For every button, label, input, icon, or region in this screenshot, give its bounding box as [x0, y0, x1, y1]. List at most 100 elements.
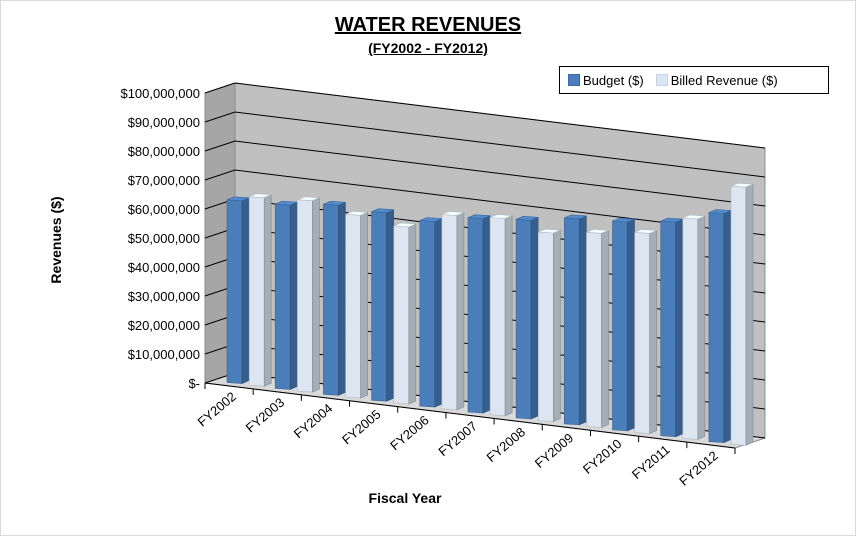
- legend-item-billed: Billed Revenue ($): [655, 72, 778, 88]
- legend-label-billed: Billed Revenue ($): [670, 72, 778, 88]
- bar-FY2009-budget: [563, 214, 587, 426]
- bar-front: [634, 232, 651, 434]
- bar-FY2007-budget: [467, 214, 491, 414]
- bar-front: [393, 225, 410, 405]
- bar-front: [586, 231, 602, 428]
- bar-top: [682, 214, 705, 220]
- bar-front: [371, 211, 387, 402]
- bar-front: [419, 220, 436, 408]
- bar-side: [434, 218, 443, 408]
- bar-FY2011-billed: [682, 214, 706, 440]
- x-tick-label: FY2010: [580, 436, 625, 477]
- chart-title: WATER REVENUES: [334, 14, 522, 36]
- bar-front: [467, 217, 484, 414]
- bars: [226, 182, 754, 446]
- bar-FY2008-billed: [537, 228, 561, 423]
- bar-front: [323, 203, 339, 396]
- y-tick-label: $70,000,000: [128, 173, 200, 188]
- gridline: [204, 169, 766, 236]
- bar-FY2008-budget: [515, 215, 539, 420]
- bar-side: [263, 194, 272, 387]
- y-tick-label: $50,000,000: [128, 231, 200, 246]
- bar-front: [612, 220, 628, 432]
- bar-side: [723, 210, 732, 444]
- bar-FY2007-billed: [489, 214, 513, 417]
- y-tick-label: $80,000,000: [128, 144, 200, 159]
- bar-front: [226, 199, 243, 384]
- x-tick-label: FY2003: [243, 395, 288, 436]
- bar-front: [563, 217, 580, 426]
- y-axis-labels: $- $10,000,000 $20,000,000 $30,000,000 $40,0…: [120, 86, 200, 391]
- x-axis-line: [204, 382, 736, 449]
- bar-FY2003-budget: [274, 200, 298, 390]
- bar-side: [289, 201, 298, 390]
- bar-front: [708, 212, 725, 443]
- legend-swatch-budget: [568, 74, 580, 86]
- bar-top: [249, 193, 272, 199]
- bar-FY2006-billed: [441, 211, 465, 411]
- gridline: [204, 111, 766, 178]
- bar-top: [371, 208, 394, 214]
- bar-side: [504, 215, 513, 417]
- bar-top: [586, 228, 609, 234]
- y-tick-label: $40,000,000: [128, 260, 200, 275]
- bar-FY2009-billed: [586, 228, 609, 429]
- y-tick-label: $10,000,000: [128, 347, 200, 362]
- y-tick-label: $90,000,000: [128, 115, 200, 130]
- bar-front: [537, 231, 554, 422]
- x-axis-title: Fiscal Year: [369, 490, 442, 506]
- bar-top: [515, 215, 539, 221]
- bar-front: [730, 185, 747, 446]
- bar-FY2002-budget: [226, 196, 250, 384]
- bar-FY2010-billed: [634, 229, 658, 434]
- bar-top: [612, 217, 635, 223]
- x-tick-label: FY2011: [629, 442, 673, 482]
- bar-top: [538, 228, 561, 234]
- bar-side: [697, 215, 706, 440]
- bar-side: [745, 183, 754, 446]
- bar-side: [408, 223, 417, 405]
- bar-side: [627, 218, 635, 432]
- bar-side: [578, 215, 587, 426]
- bar-FY2010-budget: [612, 217, 635, 432]
- bar-side: [338, 201, 346, 396]
- legend: Budget ($) Billed Revenue ($): [559, 66, 829, 94]
- x-tick-label: FY2007: [435, 418, 480, 459]
- bar-FY2004-billed: [345, 210, 368, 399]
- gridline: [204, 140, 766, 207]
- bar-FY2012-billed: [730, 182, 754, 446]
- y-tick-label: $60,000,000: [128, 202, 200, 217]
- x-tick-label: FY2004: [291, 401, 336, 442]
- bar-side: [241, 197, 250, 384]
- bar-front: [274, 203, 291, 390]
- legend-swatch-billed: [655, 74, 668, 86]
- legend-item-budget: Budget ($): [568, 73, 644, 88]
- bar-front: [515, 218, 532, 420]
- x-tick-label: FY2012: [676, 448, 721, 489]
- bar-top: [489, 214, 513, 219]
- y-axis-title: Revenues ($): [48, 196, 64, 283]
- x-tick-label: FY2006: [387, 412, 432, 453]
- x-tick-label: FY2002: [194, 389, 239, 430]
- bar-top: [441, 211, 465, 216]
- y-tick-label: $-: [188, 376, 200, 391]
- bar-side: [649, 229, 658, 434]
- bar-side: [530, 216, 539, 420]
- y-tick-label: $100,000,000: [120, 86, 200, 101]
- bar-top: [345, 210, 368, 216]
- bar-side: [360, 211, 368, 399]
- bar-top: [467, 214, 491, 220]
- bar-front: [682, 217, 699, 440]
- x-tick-label: FY2009: [532, 430, 577, 471]
- y-tick-label: $20,000,000: [128, 318, 200, 333]
- bar-FY2012-budget: [708, 209, 732, 444]
- x-tick-label: FY2008: [484, 424, 529, 465]
- bar-side: [482, 215, 491, 414]
- bar-side: [552, 229, 561, 423]
- bar-side: [456, 212, 465, 411]
- gridline: [204, 82, 766, 149]
- legend-label-budget: Budget ($): [583, 72, 644, 88]
- bar-FY2011-budget: [660, 217, 684, 438]
- bar-FY2002-billed: [248, 193, 272, 387]
- bar-side: [601, 229, 609, 429]
